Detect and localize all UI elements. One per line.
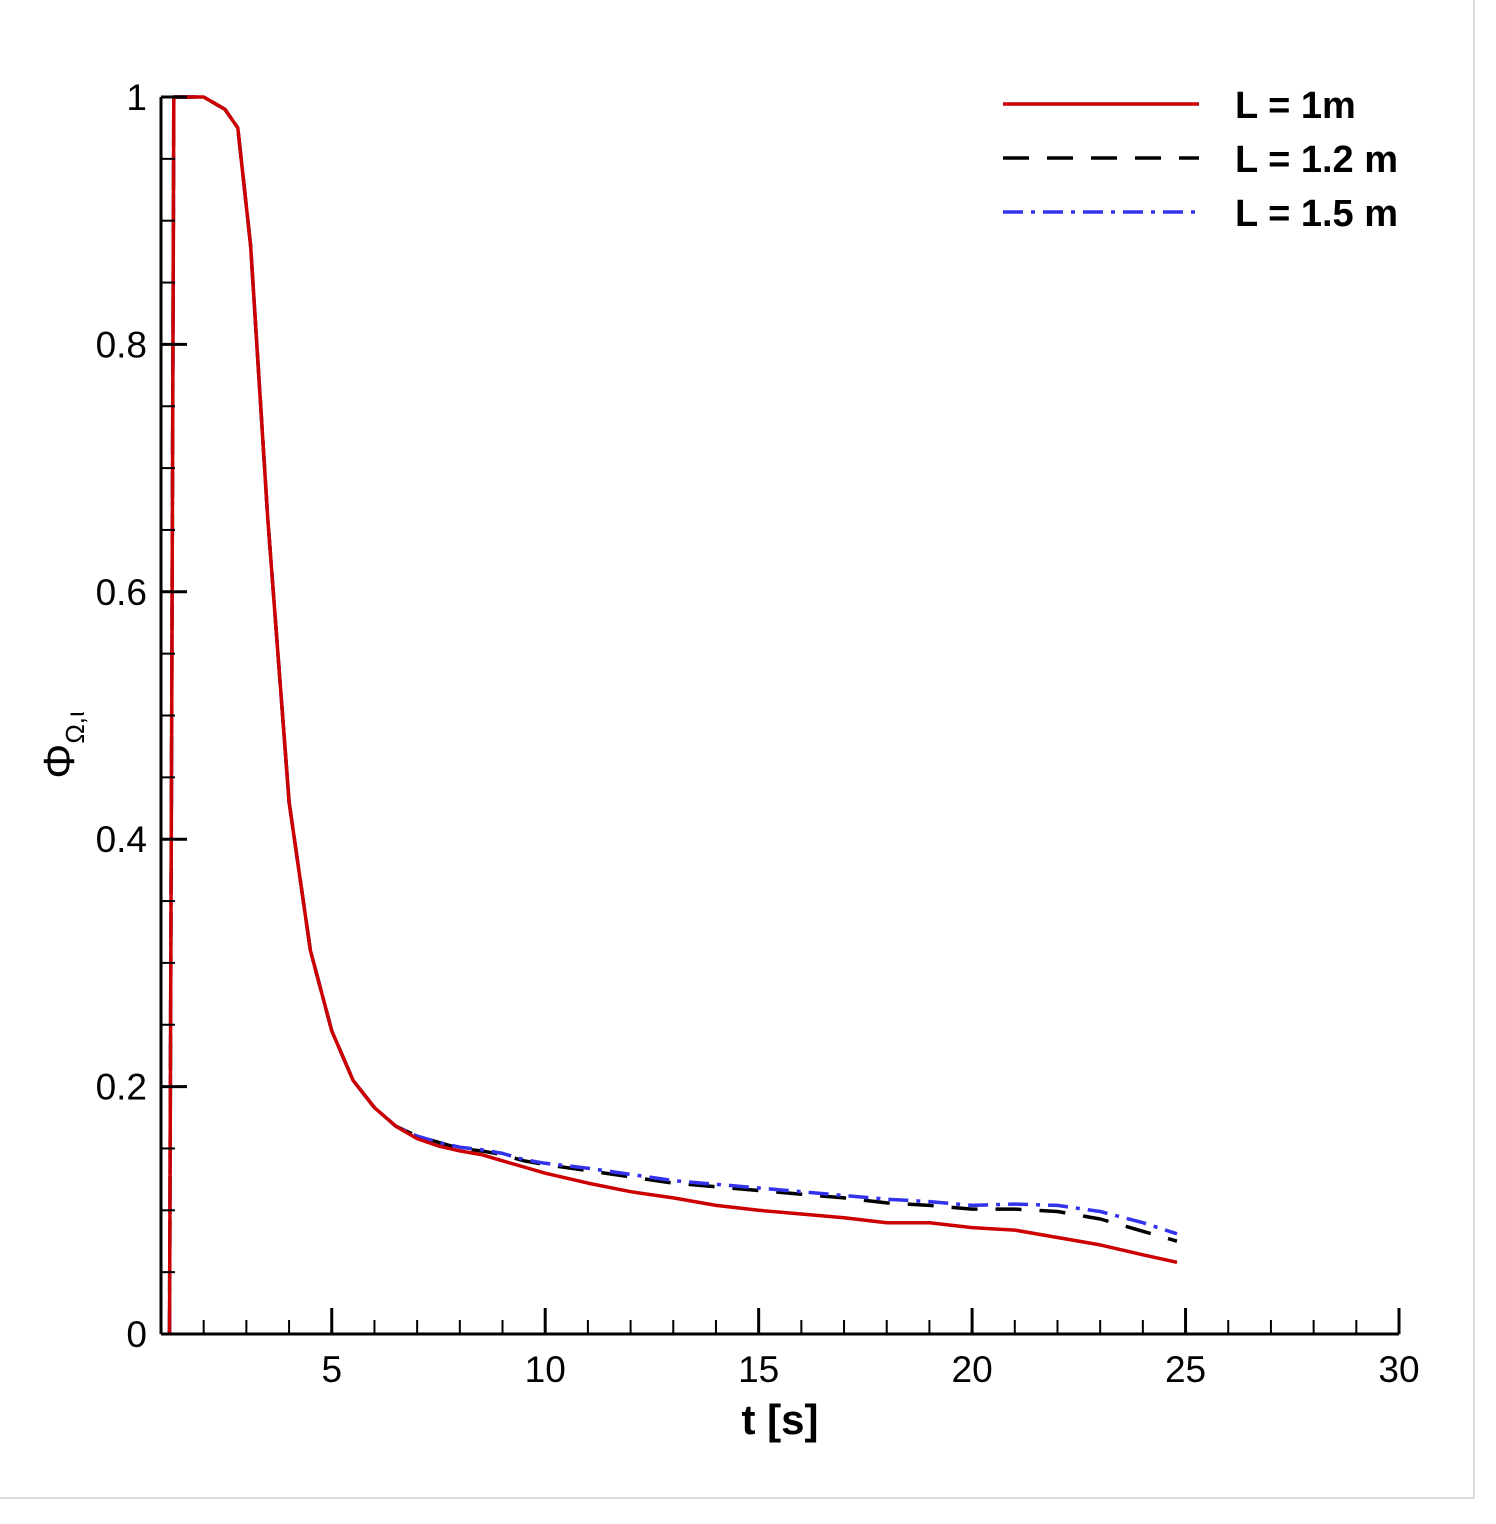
x-axis-title: t [s] (742, 1396, 819, 1443)
series-line-3 (167, 95, 1178, 1335)
y-tick-label: 0.8 (96, 324, 147, 365)
plot-area (167, 95, 1178, 1335)
legend-label-3: L = 1.5 m (1235, 193, 1398, 235)
y-axis-title-symbol: Φ (35, 744, 84, 779)
y-tick-label: 0 (126, 1314, 147, 1355)
legend-label-2: L = 1.2 m (1235, 139, 1398, 181)
y-axis-title-subscript: Ω,ι (60, 711, 90, 744)
y-tick-label: 0.4 (96, 819, 147, 860)
x-tick-label: 25 (1165, 1349, 1206, 1390)
legend-label-1: L = 1m (1235, 85, 1356, 127)
y-tick-label: 1 (126, 77, 147, 118)
x-tick-label: 20 (952, 1349, 993, 1390)
y-tick-label: 0.2 (96, 1067, 147, 1108)
x-tick-label: 5 (321, 1349, 342, 1390)
series-line-1 (167, 95, 1178, 1335)
axes: 5 10 15 20 25 30 0 0.2 0.4 0.6 0.8 1 (96, 77, 1420, 1390)
svg-text:ΦΩ,ι: ΦΩ,ι (35, 711, 90, 779)
legend: L = 1m L = 1.2 m L = 1.5 m (1003, 85, 1398, 235)
x-tick-label: 30 (1378, 1349, 1419, 1390)
x-tick-label: 10 (525, 1349, 566, 1390)
series-line-2 (167, 95, 1178, 1335)
y-axis-title: ΦΩ,ι (35, 711, 90, 779)
x-tick-label: 15 (738, 1349, 779, 1390)
y-tick-label: 0.6 (96, 572, 147, 613)
